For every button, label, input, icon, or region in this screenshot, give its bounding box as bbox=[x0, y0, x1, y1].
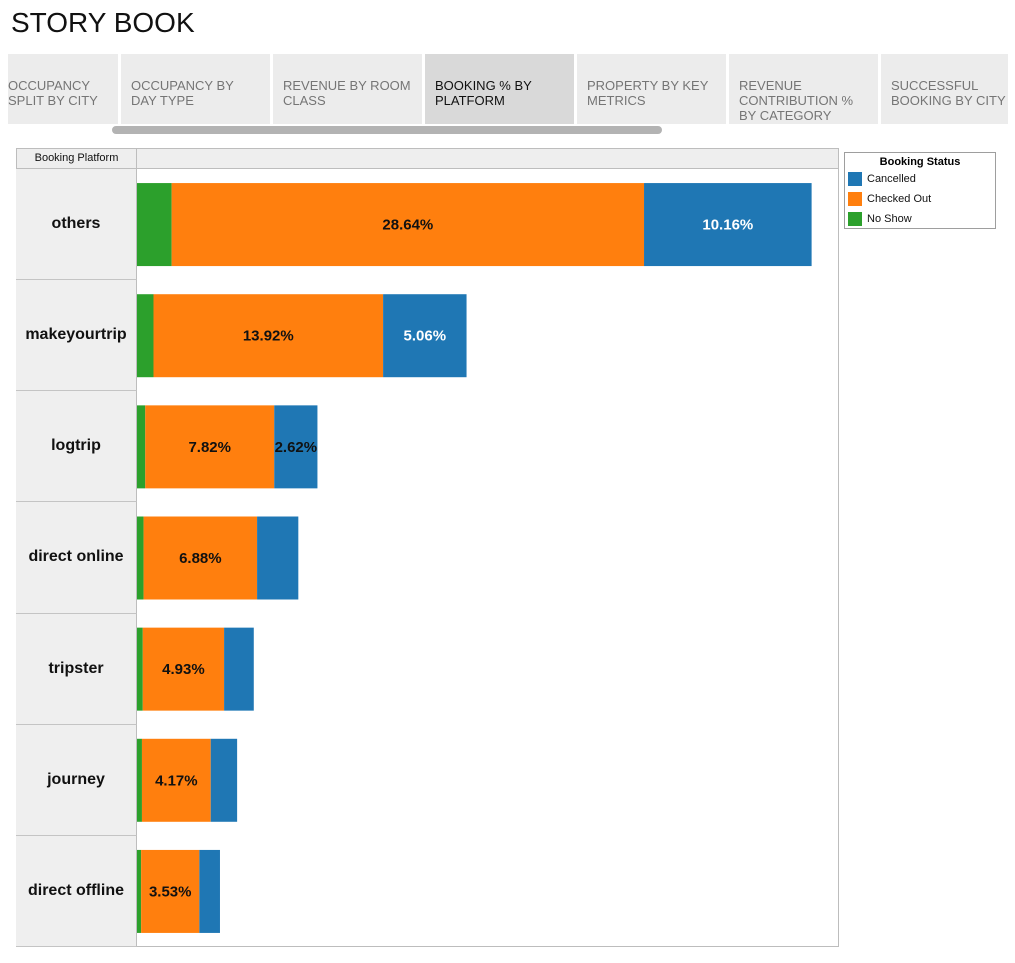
category-label: direct offline bbox=[16, 835, 137, 947]
bar-segment-checked-out bbox=[142, 627, 225, 711]
tab-revenue-contribution-by-category[interactable]: REVENUE CONTRIBUTION % BY CATEGORY bbox=[729, 54, 878, 124]
tab-label: PROPERTY BY KEY METRICS bbox=[587, 78, 709, 108]
bar-segment-cancelled bbox=[224, 627, 254, 711]
bar-segment-cancelled bbox=[383, 294, 467, 378]
data-label: 6.88% bbox=[179, 550, 222, 567]
tab-occupancy-split-by-city[interactable]: OCCUPANCY SPLIT BY CITY bbox=[8, 54, 118, 124]
legend-label: Cancelled bbox=[867, 173, 916, 185]
bar-segment-no-show bbox=[137, 849, 142, 933]
bar-segment-no-show bbox=[137, 627, 143, 711]
chart-header-row: Booking Platform bbox=[16, 148, 839, 169]
data-label: 4.93% bbox=[162, 661, 205, 678]
data-label: 2.62% bbox=[275, 439, 318, 456]
bar-segment-cancelled bbox=[210, 738, 238, 822]
tab-label: BOOKING % BY PLATFORM bbox=[435, 78, 532, 108]
legend: Booking Status Cancelled Checked Out No … bbox=[844, 152, 996, 229]
tab-occupancy-by-day-type[interactable]: OCCUPANCY BY DAY TYPE bbox=[121, 54, 270, 124]
tab-booking-by-platform[interactable]: BOOKING % BY PLATFORM bbox=[425, 54, 574, 124]
legend-title: Booking Status bbox=[879, 156, 961, 168]
bar-segment-no-show bbox=[137, 516, 144, 600]
legend-swatch bbox=[848, 192, 862, 206]
category-label: tripster bbox=[16, 613, 137, 725]
category-label: others bbox=[16, 169, 137, 281]
page-title: STORY BOOK bbox=[11, 7, 195, 38]
data-label: 3.53% bbox=[149, 883, 192, 900]
bar-segment-no-show bbox=[137, 405, 146, 489]
tab-label: REVENUE CONTRIBUTION % BY CATEGORY bbox=[739, 78, 854, 123]
category-label: makeyourtrip bbox=[16, 280, 137, 392]
tab-label: REVENUE BY ROOM CLASS bbox=[283, 78, 411, 108]
bar-segment-cancelled bbox=[274, 405, 318, 489]
bar-segment-checked-out bbox=[141, 738, 211, 822]
bar-segment-no-show bbox=[137, 294, 154, 378]
legend-swatch bbox=[848, 212, 862, 226]
data-label: 5.06% bbox=[404, 328, 447, 345]
data-label: 7.82% bbox=[188, 439, 231, 456]
horizontal-scrollbar[interactable] bbox=[112, 126, 662, 134]
legend-label: No Show bbox=[867, 213, 912, 225]
data-label: 13.92% bbox=[243, 328, 294, 345]
bar-segment-cancelled bbox=[257, 516, 299, 600]
bar-segment-checked-out bbox=[153, 294, 384, 378]
bar-segment-cancelled bbox=[199, 849, 220, 933]
legend-label: Checked Out bbox=[867, 193, 932, 205]
bar-segment-checked-out bbox=[143, 516, 258, 600]
category-label: direct online bbox=[16, 502, 137, 614]
tab-successful-booking-by-city[interactable]: SUCCESSFUL BOOKING BY CITY bbox=[881, 54, 1008, 124]
tab-label: OCCUPANCY SPLIT BY CITY bbox=[8, 78, 98, 108]
bar-segment-cancelled bbox=[644, 183, 812, 267]
bar-segment-checked-out bbox=[171, 183, 645, 267]
row-header-title: Booking Platform bbox=[17, 149, 137, 168]
bar-segment-no-show bbox=[137, 738, 142, 822]
tab-bar: OCCUPANCY SPLIT BY CITY OCCUPANCY BY DAY… bbox=[8, 54, 1008, 124]
tab-label: SUCCESSFUL BOOKING BY CITY bbox=[891, 78, 1006, 108]
data-label: 10.16% bbox=[702, 217, 753, 234]
legend-swatch bbox=[848, 172, 862, 186]
data-label: 4.17% bbox=[155, 772, 198, 789]
data-label: 28.64% bbox=[382, 217, 433, 234]
category-label: logtrip bbox=[16, 391, 137, 503]
tab-label: OCCUPANCY BY DAY TYPE bbox=[131, 78, 234, 108]
tab-property-by-key-metrics[interactable]: PROPERTY BY KEY METRICS bbox=[577, 54, 726, 124]
bar-segment-checked-out bbox=[141, 849, 200, 933]
bar-segment-no-show bbox=[137, 183, 172, 267]
bar-segment-checked-out bbox=[145, 405, 275, 489]
tab-revenue-by-room-class[interactable]: REVENUE BY ROOM CLASS bbox=[273, 54, 422, 124]
category-label: journey bbox=[16, 724, 137, 836]
